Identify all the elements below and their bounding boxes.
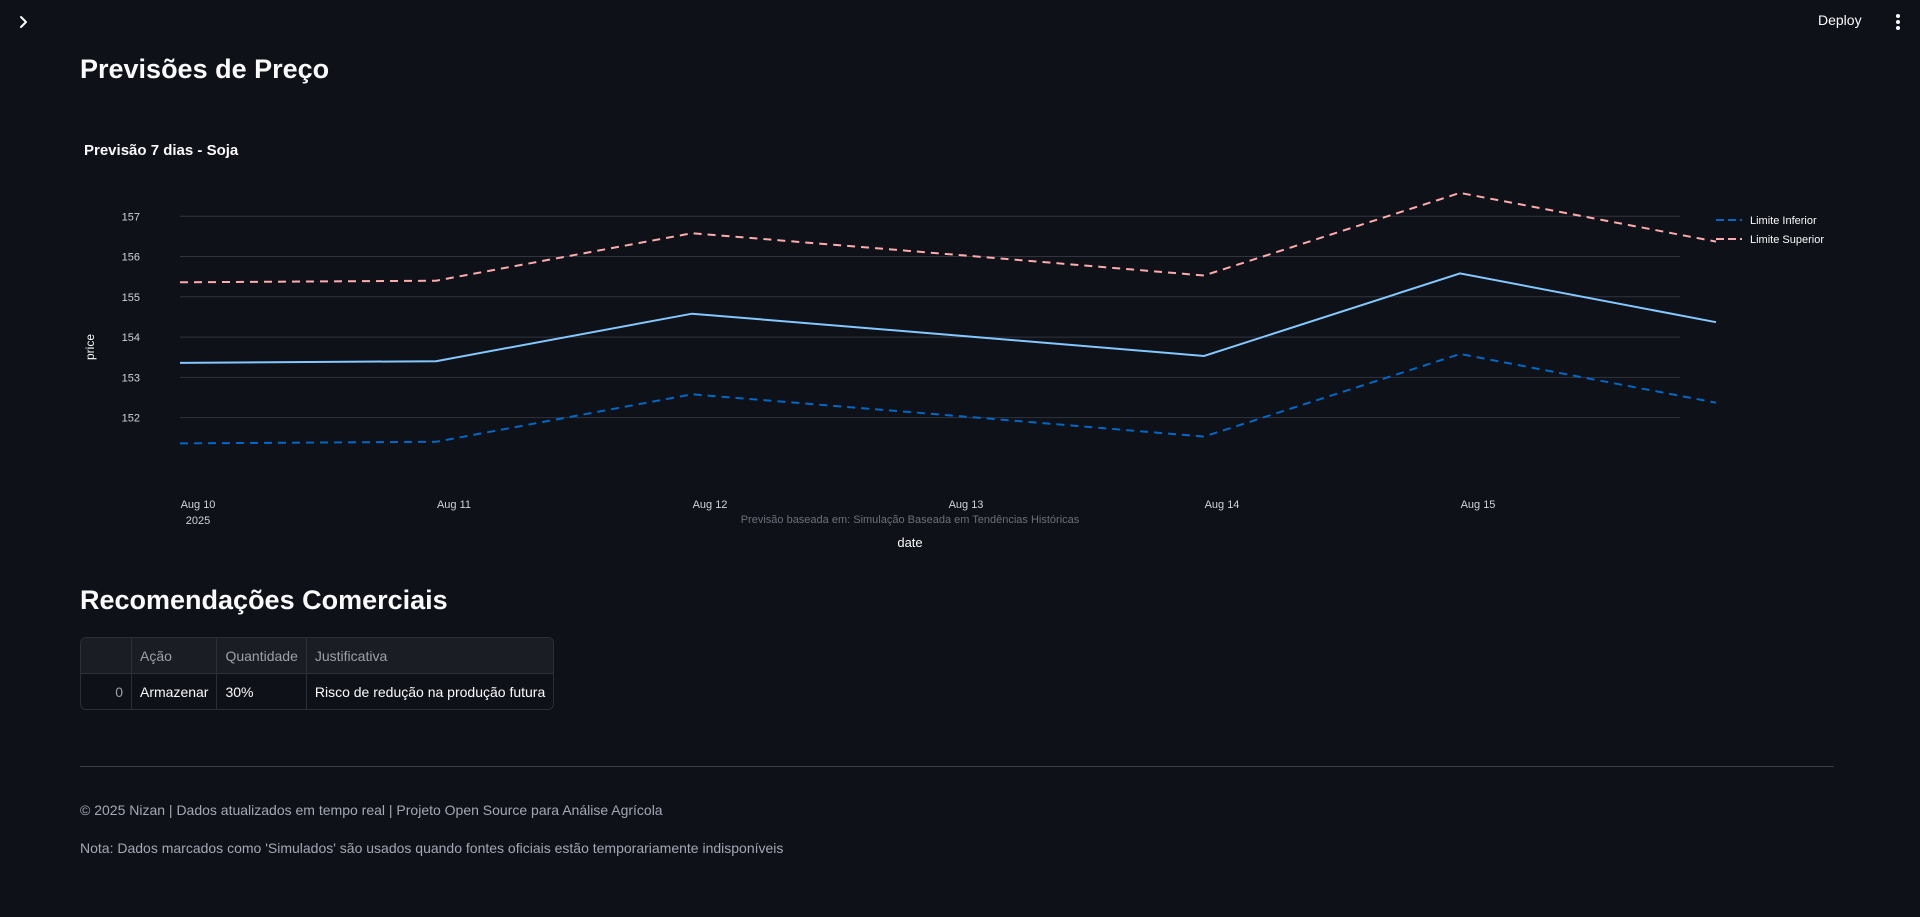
x-tick-label: Aug 12 <box>693 499 728 511</box>
x-axis-label: date <box>897 535 922 550</box>
x-tick-year-label: 2025 <box>186 515 210 527</box>
y-axis-label: price <box>83 334 97 360</box>
y-tick-label: 156 <box>122 252 140 264</box>
table-header-row: Ação Quantidade Justificativa <box>81 638 554 674</box>
x-tick-label: Aug 15 <box>1461 499 1496 511</box>
x-tick-label: Aug 11 <box>437 499 471 511</box>
chart-annotation: Previsão baseada em: Simulação Baseada e… <box>741 514 1080 526</box>
footer-copyright: © 2025 Nizan | Dados atualizados em temp… <box>80 802 663 818</box>
forecast-chart[interactable]: Previsão 7 dias - Soja 152 153 154 155 156 15… <box>80 130 1840 560</box>
chevron-right-icon[interactable] <box>12 10 36 34</box>
legend-label: Limite Inferior <box>1750 215 1817 227</box>
justificativa-cell[interactable]: Risco de redução na produção futura <box>306 674 554 709</box>
deploy-button[interactable]: Deploy <box>1818 12 1862 28</box>
series-line-forecast <box>179 272 1717 364</box>
y-tick-label: 155 <box>122 292 140 304</box>
y-tick-label: 152 <box>122 413 140 425</box>
series-line-limite-superior <box>179 191 1717 284</box>
legend-label: Limite Superior <box>1750 234 1824 246</box>
table-row: 0 Armazenar 30% Risco de redução na prod… <box>81 674 554 709</box>
column-header-index[interactable] <box>81 638 132 674</box>
footer-divider <box>80 766 1834 767</box>
x-tick-label: Aug 13 <box>949 499 984 511</box>
row-index-cell[interactable]: 0 <box>81 674 132 709</box>
acao-cell[interactable]: Armazenar <box>132 674 218 709</box>
y-tick-label: 157 <box>122 211 140 223</box>
vertical-dots-icon[interactable] <box>1886 10 1910 34</box>
section-title: Recomendações Comerciais <box>80 585 448 615</box>
column-header-quantidade[interactable]: Quantidade <box>217 638 307 674</box>
series-line-limite-inferior <box>179 352 1717 445</box>
column-header-justificativa[interactable]: Justificativa <box>306 638 554 674</box>
column-header-acao[interactable]: Ação <box>132 638 218 674</box>
page-title: Previsões de Preço <box>80 54 330 84</box>
top-bar: Deploy <box>0 0 1920 44</box>
chart-canvas: 152 153 154 155 156 157 Aug 10 Aug 11 Aug 12 Aug … <box>83 191 1824 550</box>
x-tick-label: Aug 10 <box>181 499 216 511</box>
footer-note: Nota: Dados marcados como 'Simulados' sã… <box>80 840 784 856</box>
chart-title: Previsão 7 dias - Soja <box>84 142 239 159</box>
quantidade-cell[interactable]: 30% <box>217 674 307 709</box>
y-tick-label: 153 <box>122 372 140 384</box>
x-tick-label: Aug 14 <box>1205 499 1240 511</box>
recommendations-table: Ação Quantidade Justificativa 0 Armazena… <box>80 637 555 710</box>
y-tick-label: 154 <box>122 332 140 344</box>
